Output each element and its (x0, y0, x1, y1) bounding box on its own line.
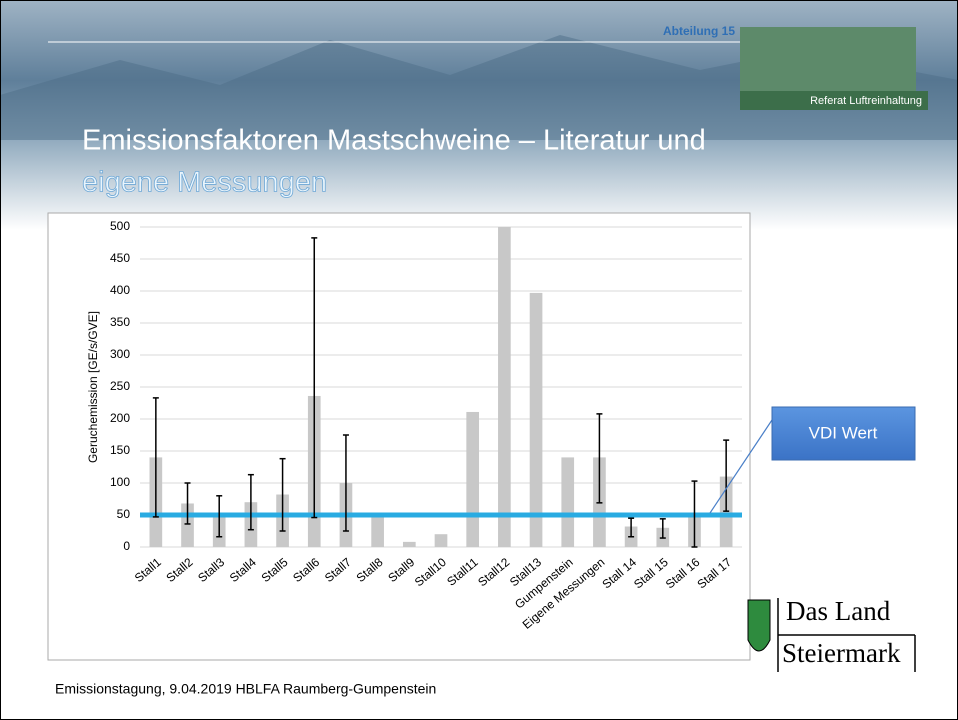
coat-of-arms (748, 600, 770, 651)
bar (466, 412, 479, 547)
y-tick-label: 400 (110, 283, 130, 297)
bar (371, 515, 384, 547)
title-line: Emissionsfaktoren Mastschweine – Literat… (82, 125, 706, 157)
slide: Abteilung 15 Referat Luftreinhaltung Emi… (0, 0, 958, 720)
bar (561, 457, 574, 547)
bar (530, 293, 543, 547)
y-tick-label: 450 (110, 251, 130, 265)
footer: Emissionstagung, 9.04.2019 HBLFA Raumber… (55, 681, 436, 697)
annotation: VDI Wert (809, 423, 878, 442)
y-tick-label: 100 (110, 475, 130, 489)
y-tick-label: 50 (117, 507, 131, 521)
y-tick-label: 250 (110, 379, 130, 393)
y-tick-label: 200 (110, 411, 130, 425)
photo (740, 27, 916, 91)
logo-text: Steiermark (782, 638, 901, 668)
y-tick-label: 0 (123, 539, 130, 553)
bar (403, 542, 416, 547)
title-line: eigene Messungen (82, 167, 327, 199)
y-tick-label: 350 (110, 315, 130, 329)
y-tick-label: 500 (110, 219, 130, 233)
bar (498, 227, 511, 547)
y-axis-label: Geruchemission [GE/s/GVE] (86, 311, 100, 463)
department: Abteilung 15 (663, 24, 735, 38)
referat: Referat Luftreinhaltung (810, 95, 922, 107)
y-tick-label: 300 (110, 347, 130, 361)
y-tick-label: 150 (110, 443, 130, 457)
logo-text: Das Land (786, 596, 891, 626)
chart-frame (48, 213, 750, 660)
bar (435, 534, 448, 547)
